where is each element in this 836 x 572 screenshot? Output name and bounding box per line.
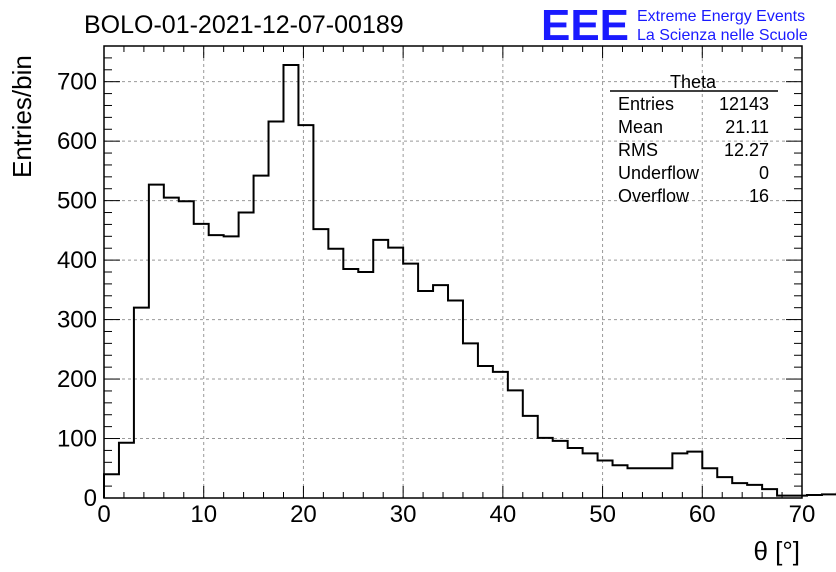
stats-name: Theta <box>670 72 717 92</box>
y-tick-label: 500 <box>57 188 97 215</box>
x-tick-label: 40 <box>490 501 517 528</box>
chart-title: BOLO-01-2021-12-07-00189 <box>84 11 404 39</box>
stats-label: RMS <box>618 140 658 160</box>
stats-box: Theta Entries 12143 Mean 21.11 RMS 12.27 Under… <box>610 72 778 206</box>
histogram-series <box>103 64 836 498</box>
stats-value: 12143 <box>719 94 769 114</box>
y-tick-label: 700 <box>57 69 97 96</box>
x-tick-labels: 0 10 20 30 40 50 60 70 <box>97 501 815 528</box>
y-tick-label: 200 <box>57 366 97 393</box>
x-tick-label: 70 <box>789 501 816 528</box>
stats-value: 12.27 <box>724 140 769 160</box>
y-tick-label: 0 <box>84 485 97 512</box>
stats-label: Mean <box>618 117 663 137</box>
y-tick-label: 400 <box>57 247 97 274</box>
y-tick-label: 300 <box>57 307 97 334</box>
stats-label: Entries <box>618 94 674 114</box>
x-tick-label: 10 <box>190 501 217 528</box>
x-tick-label: 50 <box>589 501 616 528</box>
eee-logo: EEE Extreme Energy Events La Scienza nel… <box>541 1 808 50</box>
grid-lines <box>104 46 802 498</box>
stats-value: 16 <box>749 186 769 206</box>
y-tick-label: 100 <box>57 426 97 453</box>
eee-logo-line2: La Scienza nelle Scuole <box>637 27 808 44</box>
stats-label: Underflow <box>618 163 700 183</box>
plot-frame <box>103 45 803 499</box>
stats-value: 21.11 <box>725 117 769 137</box>
x-tick-label: 20 <box>290 501 317 528</box>
x-tick-label: 0 <box>97 501 110 528</box>
axis-ticks <box>103 45 803 499</box>
x-tick-label: 60 <box>689 501 716 528</box>
stats-rows: Entries 12143 Mean 21.11 RMS 12.27 Underflow 0 O… <box>618 94 769 206</box>
y-tick-label: 600 <box>57 128 97 155</box>
x-axis-label: θ [°] <box>753 536 800 566</box>
y-axis-label: Entries/bin <box>7 55 37 178</box>
stats-label: Overflow <box>618 186 690 206</box>
eee-logo-line1: Extreme Energy Events <box>637 8 805 25</box>
stats-value: 0 <box>759 163 769 183</box>
x-tick-label: 30 <box>390 501 417 528</box>
y-tick-labels: 0 100 200 300 400 500 600 700 <box>57 69 97 512</box>
eee-logo-mark: EEE <box>541 1 629 50</box>
